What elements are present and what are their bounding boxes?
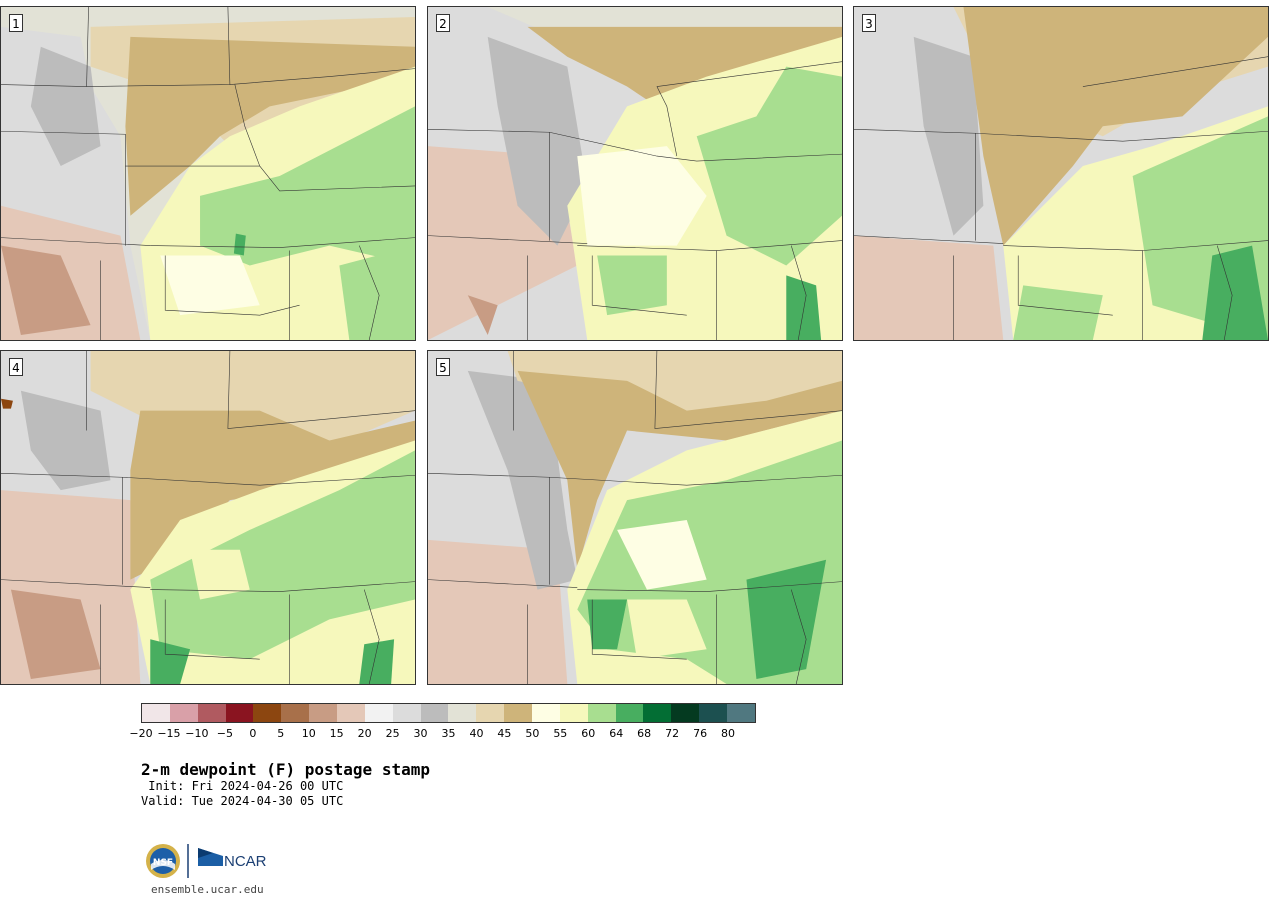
ncar-logo-text: NCAR xyxy=(224,853,267,870)
colorbar-tick-label: 15 xyxy=(329,727,344,740)
colorbar-tick-label: 68 xyxy=(637,727,652,740)
svg-text:NSF: NSF xyxy=(153,858,173,868)
panel-label: 5 xyxy=(436,358,450,376)
colorbar-tick-label: 5 xyxy=(277,727,285,740)
colorbar-swatch-12 xyxy=(476,704,505,722)
colorbar-swatch-21 xyxy=(727,704,755,722)
panel-label: 3 xyxy=(862,14,876,32)
dewpoint-map-3 xyxy=(854,7,1268,340)
colorbar-swatch-10 xyxy=(420,704,449,722)
colorbar-tick-label: 80 xyxy=(721,727,736,740)
ncar-logo: NCAR xyxy=(198,848,267,870)
colorbar-swatch-3 xyxy=(225,704,254,722)
colorbar-swatch-17 xyxy=(615,704,644,722)
colorbar-tick-label: −15 xyxy=(157,727,181,740)
map-panel-3: 3 xyxy=(853,6,1269,341)
colorbar-tick-label: 64 xyxy=(609,727,624,740)
colorbar-tick-label: 40 xyxy=(469,727,484,740)
colorbar-swatch-6 xyxy=(309,704,338,722)
website-url: ensemble.ucar.edu xyxy=(151,883,264,896)
logos: NSF NCAR xyxy=(143,842,273,882)
dewpoint-map-5 xyxy=(428,351,842,684)
colorbar-swatch-20 xyxy=(699,704,728,722)
map-panel-1: 1 xyxy=(0,6,416,341)
map-panel-4: 4 xyxy=(0,350,416,685)
colorbar-swatch-16 xyxy=(587,704,616,722)
dewpoint-map-1 xyxy=(1,7,415,340)
colorbar-swatch-15 xyxy=(559,704,588,722)
colorbar-tick-label: 0 xyxy=(249,727,257,740)
colorbar-tick-label: 72 xyxy=(665,727,680,740)
colorbar-swatch-14 xyxy=(532,704,560,722)
colorbar-tick-label: 20 xyxy=(357,727,372,740)
colorbar-swatch-18 xyxy=(643,704,672,722)
figure-title: 2-m dewpoint (F) postage stamp xyxy=(141,760,430,779)
dewpoint-map-4 xyxy=(1,351,415,684)
colorbar-tick-label: 60 xyxy=(581,727,596,740)
colorbar-tick-label: 76 xyxy=(693,727,708,740)
colorbar-swatch-8 xyxy=(364,704,393,722)
colorbar-tick-label: 55 xyxy=(553,727,568,740)
map-panel-2: 2 xyxy=(427,6,843,341)
colorbar-tick-label: 45 xyxy=(497,727,512,740)
colorbar-tick-label: 35 xyxy=(441,727,456,740)
panel-label: 1 xyxy=(9,14,23,32)
colorbar-swatch-19 xyxy=(671,704,700,722)
panel-label: 2 xyxy=(436,14,450,32)
colorbar-swatch-4 xyxy=(253,704,282,722)
init-time: Init: Fri 2024-04-26 00 UTC xyxy=(141,779,344,793)
colorbar-swatch-13 xyxy=(504,704,533,722)
valid-time: Valid: Tue 2024-04-30 05 UTC xyxy=(141,794,344,808)
colorbar-swatch-0 xyxy=(142,704,170,722)
colorbar-tick-label: −5 xyxy=(216,727,233,740)
colorbar-swatch-11 xyxy=(448,704,477,722)
colorbar-tick-label: 50 xyxy=(525,727,540,740)
colorbar-tick-label: 25 xyxy=(385,727,400,740)
colorbar-tick-label: 30 xyxy=(413,727,428,740)
colorbar-swatch-9 xyxy=(392,704,421,722)
colorbar-swatch-7 xyxy=(337,704,365,722)
colorbar-swatch-5 xyxy=(281,704,310,722)
dewpoint-map-2 xyxy=(428,7,842,340)
colorbar-tick-label: 10 xyxy=(301,727,316,740)
colorbar-swatch-2 xyxy=(197,704,226,722)
colorbar-tick-label: −20 xyxy=(129,727,153,740)
colorbar xyxy=(141,703,756,723)
map-panel-5: 5 xyxy=(427,350,843,685)
nsf-logo: NSF xyxy=(146,844,180,878)
colorbar-ticks: −20 −15 −10 −5 0 5 10 15 20 25 30 35 40 45 50 55 60 64 68 7… xyxy=(129,727,756,741)
colorbar-tick-label: −10 xyxy=(185,727,209,740)
panel-label: 4 xyxy=(9,358,23,376)
colorbar-swatch-1 xyxy=(169,704,198,722)
